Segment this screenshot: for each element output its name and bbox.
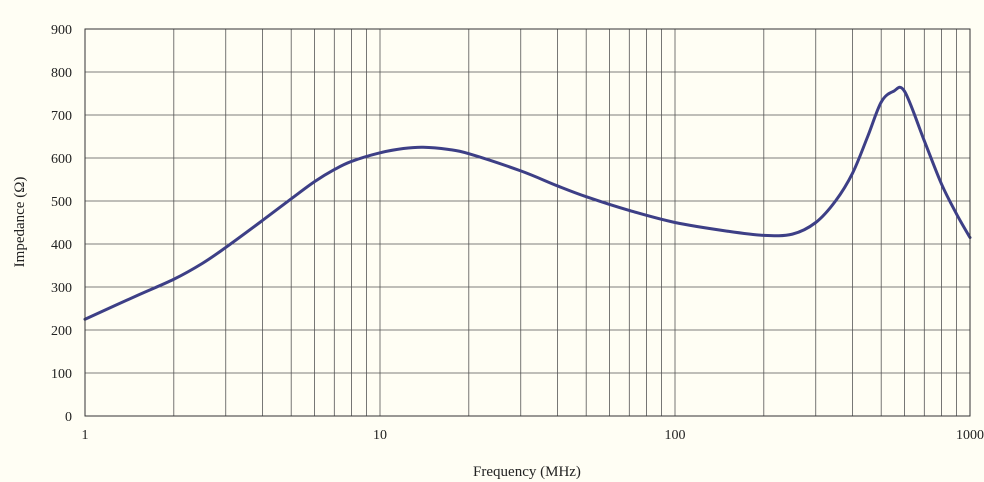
x-tick-label: 100 xyxy=(665,428,686,443)
x-axis-label: Frequency (MHz) xyxy=(473,464,581,480)
y-tick-labels: 0 100 200 300 400 500 600 700 800 900 xyxy=(51,23,72,425)
grid xyxy=(85,29,970,416)
y-tick-label: 700 xyxy=(51,109,72,124)
plot-border xyxy=(84,28,971,417)
x-tick-labels: 1 10 100 1000 xyxy=(82,428,984,443)
y-tick-label: 500 xyxy=(51,195,72,210)
y-tick-label: 900 xyxy=(51,23,72,38)
y-axis-label: Impedance (Ω) xyxy=(12,177,28,268)
y-tick-label: 200 xyxy=(51,324,72,339)
y-tick-label: 100 xyxy=(51,367,72,382)
y-tick-label: 400 xyxy=(51,238,72,253)
x-tick-label: 1 xyxy=(82,428,89,443)
plot-frame xyxy=(84,28,971,417)
impedance-series-line xyxy=(83,85,972,321)
y-tick-label: 300 xyxy=(51,281,72,296)
y-tick-label: 0 xyxy=(65,410,72,425)
series-layer xyxy=(83,85,972,321)
y-tick-label: 800 xyxy=(51,66,72,81)
x-tick-label: 1000 xyxy=(956,428,984,443)
x-tick-label: 10 xyxy=(373,428,387,443)
y-tick-label: 600 xyxy=(51,152,72,167)
plot-background xyxy=(85,29,970,416)
